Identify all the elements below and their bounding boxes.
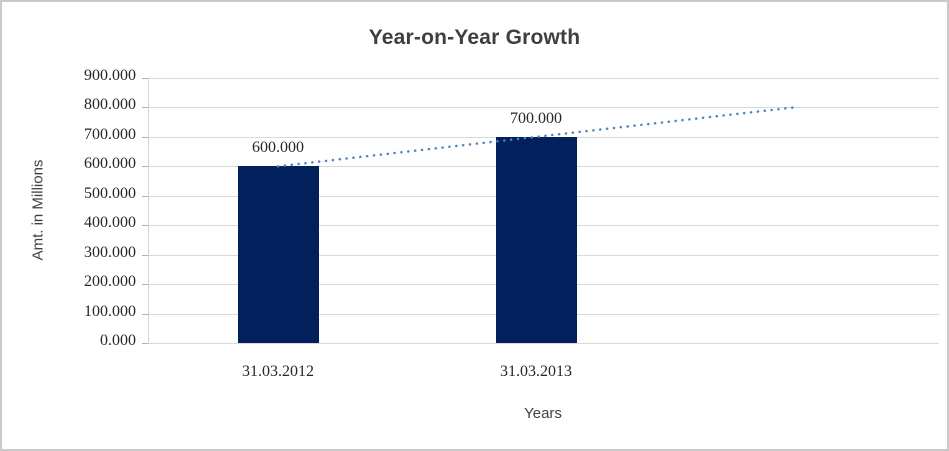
y-axis-tick [142,284,148,286]
y-axis-tick [142,313,148,315]
x-category-label: 31.03.2013 [500,363,572,380]
bar-31.03.2013 [495,136,577,343]
y-tick-label: 200.000 [84,273,136,291]
y-axis-tick [142,195,148,197]
y-tick-label: 300.000 [84,243,136,261]
y-tick-label: 600.000 [84,155,136,173]
y-tick-label: 500.000 [84,184,136,202]
gridline [148,107,939,109]
x-axis-title: Years [524,405,562,422]
y-axis-tick [142,254,148,256]
y-axis-line [148,78,149,343]
y-tick-label: 100.000 [84,302,136,320]
y-axis-tick [142,78,148,79]
x-category-label: 31.03.2012 [242,363,314,380]
y-tick-label: 0.000 [100,332,136,349]
data-label: 600.000 [252,139,304,157]
y-tick-label: 400.000 [84,214,136,232]
chart-title: Year-on-Year Growth [368,26,581,49]
y-axis-tick [142,225,148,227]
bar-31.03.2012 [237,166,319,343]
data-label: 700.000 [510,109,562,127]
y-tick-label: 800.000 [84,96,136,114]
gridline [148,78,939,79]
y-axis-tick [142,136,148,138]
y-tick-label: 900.000 [84,67,136,84]
y-axis-tick [142,166,148,168]
y-tick-label: 700.000 [84,125,136,143]
gridline [148,343,939,344]
y-axis-tick [142,107,148,109]
y-axis-tick [142,343,148,344]
